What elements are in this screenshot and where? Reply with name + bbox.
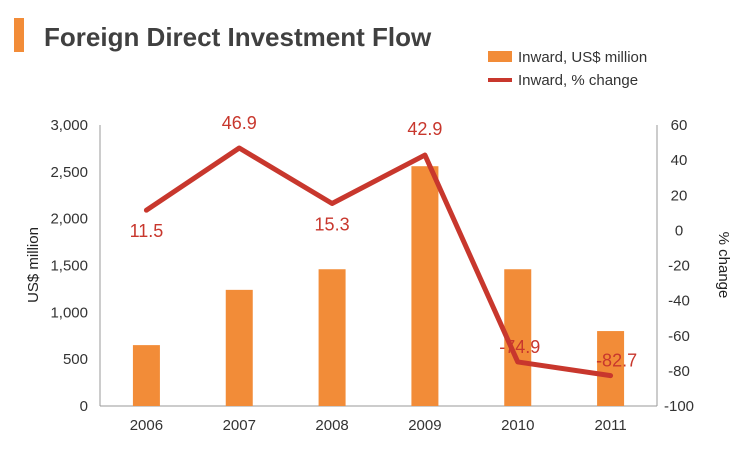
bar-2006 bbox=[132, 345, 160, 406]
y2-tick-label: 0 bbox=[675, 222, 683, 239]
line-point-2010 bbox=[516, 360, 520, 364]
y-axis-title: US$ million bbox=[25, 227, 42, 303]
x-tick-label: 2010 bbox=[501, 417, 534, 434]
x-tick-label: 2009 bbox=[408, 417, 441, 434]
line-point-2007 bbox=[237, 146, 241, 150]
x-tick-label: 2011 bbox=[594, 417, 626, 434]
x-tick-label: 2008 bbox=[315, 417, 348, 434]
line-point-2009 bbox=[423, 153, 427, 157]
y-tick-label: 2,500 bbox=[50, 164, 88, 181]
y2-tick-label: 20 bbox=[671, 187, 688, 204]
line-point-2008 bbox=[330, 202, 334, 206]
bar-2008 bbox=[318, 269, 346, 406]
y2-tick-label: -20 bbox=[668, 258, 690, 275]
line-data-label: 46.9 bbox=[222, 113, 257, 133]
bar-series bbox=[132, 166, 625, 406]
line-point-2011 bbox=[609, 374, 613, 378]
bar-2007 bbox=[225, 289, 253, 406]
line-point-2006 bbox=[144, 208, 148, 212]
data-labels: 11.5 46.9 15.3 42.9 -74.9 -82.7 bbox=[130, 113, 638, 371]
y-tick-label: 1,500 bbox=[50, 258, 88, 275]
x-tick-label: 2006 bbox=[130, 417, 163, 434]
title-accent-bar bbox=[14, 18, 24, 52]
chart-title: Foreign Direct Investment Flow bbox=[44, 22, 432, 52]
y2-tick-label: -40 bbox=[668, 293, 690, 310]
legend-bar-label: Inward, US$ million bbox=[518, 49, 647, 66]
line-series bbox=[143, 145, 614, 379]
y-tick-label: 1,000 bbox=[50, 304, 88, 321]
legend: Inward, US$ million Inward, % change bbox=[488, 49, 647, 89]
y2-tick-label: 60 bbox=[671, 117, 688, 134]
line-data-label: 11.5 bbox=[130, 221, 164, 241]
y-tick-label: 3,000 bbox=[50, 117, 88, 134]
percent-change-line bbox=[143, 145, 614, 379]
y2-tick-label: 40 bbox=[671, 152, 688, 169]
bar-2009 bbox=[411, 166, 439, 406]
axes: 0 500 1,000 1,500 2,000 2,500 3,000 -100 -80 -60 -… bbox=[50, 117, 694, 434]
x-tick-label: 2007 bbox=[223, 417, 256, 434]
line-data-label: 42.9 bbox=[407, 119, 442, 139]
y2-tick-label: -100 bbox=[664, 398, 694, 415]
legend-bar-swatch bbox=[488, 51, 512, 62]
y2-tick-label: -60 bbox=[668, 328, 690, 345]
bar-2011 bbox=[597, 331, 625, 406]
line-data-label: 15.3 bbox=[315, 215, 350, 235]
y-tick-label: 2,000 bbox=[50, 211, 88, 228]
y2-tick-label: -80 bbox=[668, 363, 690, 380]
legend-line-label: Inward, % change bbox=[518, 72, 638, 89]
y2-axis-title: % change bbox=[715, 232, 732, 299]
y-tick-label: 500 bbox=[63, 351, 88, 368]
line-data-label: -82.7 bbox=[596, 351, 637, 371]
line-data-label: -74.9 bbox=[499, 337, 540, 357]
y-tick-label: 0 bbox=[80, 398, 88, 415]
